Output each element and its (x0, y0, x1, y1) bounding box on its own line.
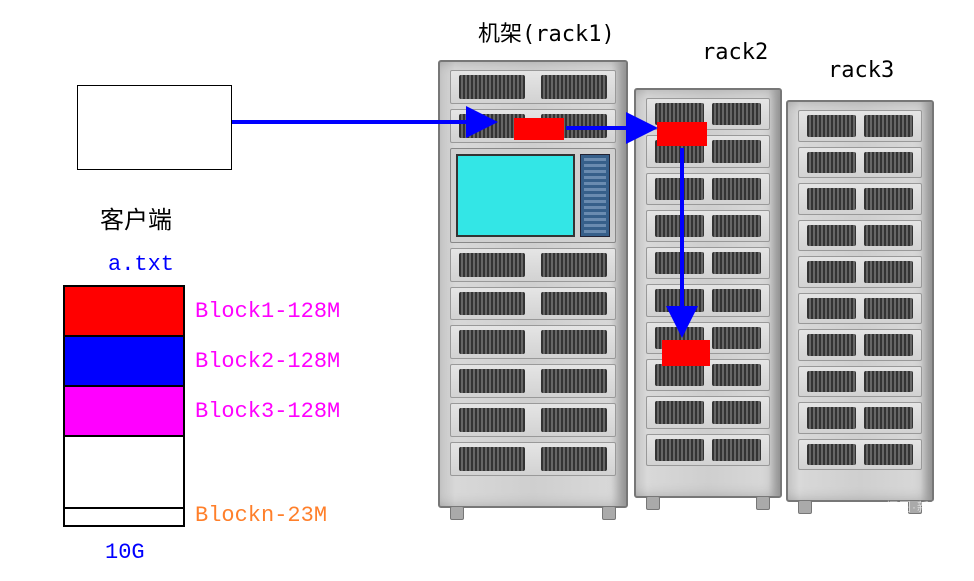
rack2-label: rack2 (702, 40, 768, 65)
block-label-1: Block2-128M (195, 349, 340, 374)
file-label: a.txt (108, 252, 174, 277)
client-label: 客户端 (100, 200, 172, 236)
rack1-label: 机架(rack1) (478, 16, 615, 48)
block-row-0 (63, 287, 185, 337)
block-label-3: Blockn-23M (195, 503, 327, 528)
block-row-3 (63, 509, 185, 527)
block-label-2: Block3-128M (195, 399, 340, 424)
rack-keypad (580, 154, 610, 237)
rack3-label: rack3 (828, 58, 894, 83)
rack-2 (634, 88, 782, 498)
block-row-1 (63, 337, 185, 387)
replica-block-0 (514, 118, 564, 140)
rack-screen (456, 154, 575, 237)
rack-3 (786, 100, 934, 502)
block-label-0: Block1-128M (195, 299, 340, 324)
total-label: 10G (105, 540, 145, 565)
block-row-2 (63, 387, 185, 437)
replica-block-2 (662, 340, 710, 366)
replica-block-1 (657, 122, 707, 146)
client-box (77, 85, 232, 170)
watermark: 摄图·新视界 (886, 498, 956, 515)
block-stack (63, 285, 185, 527)
